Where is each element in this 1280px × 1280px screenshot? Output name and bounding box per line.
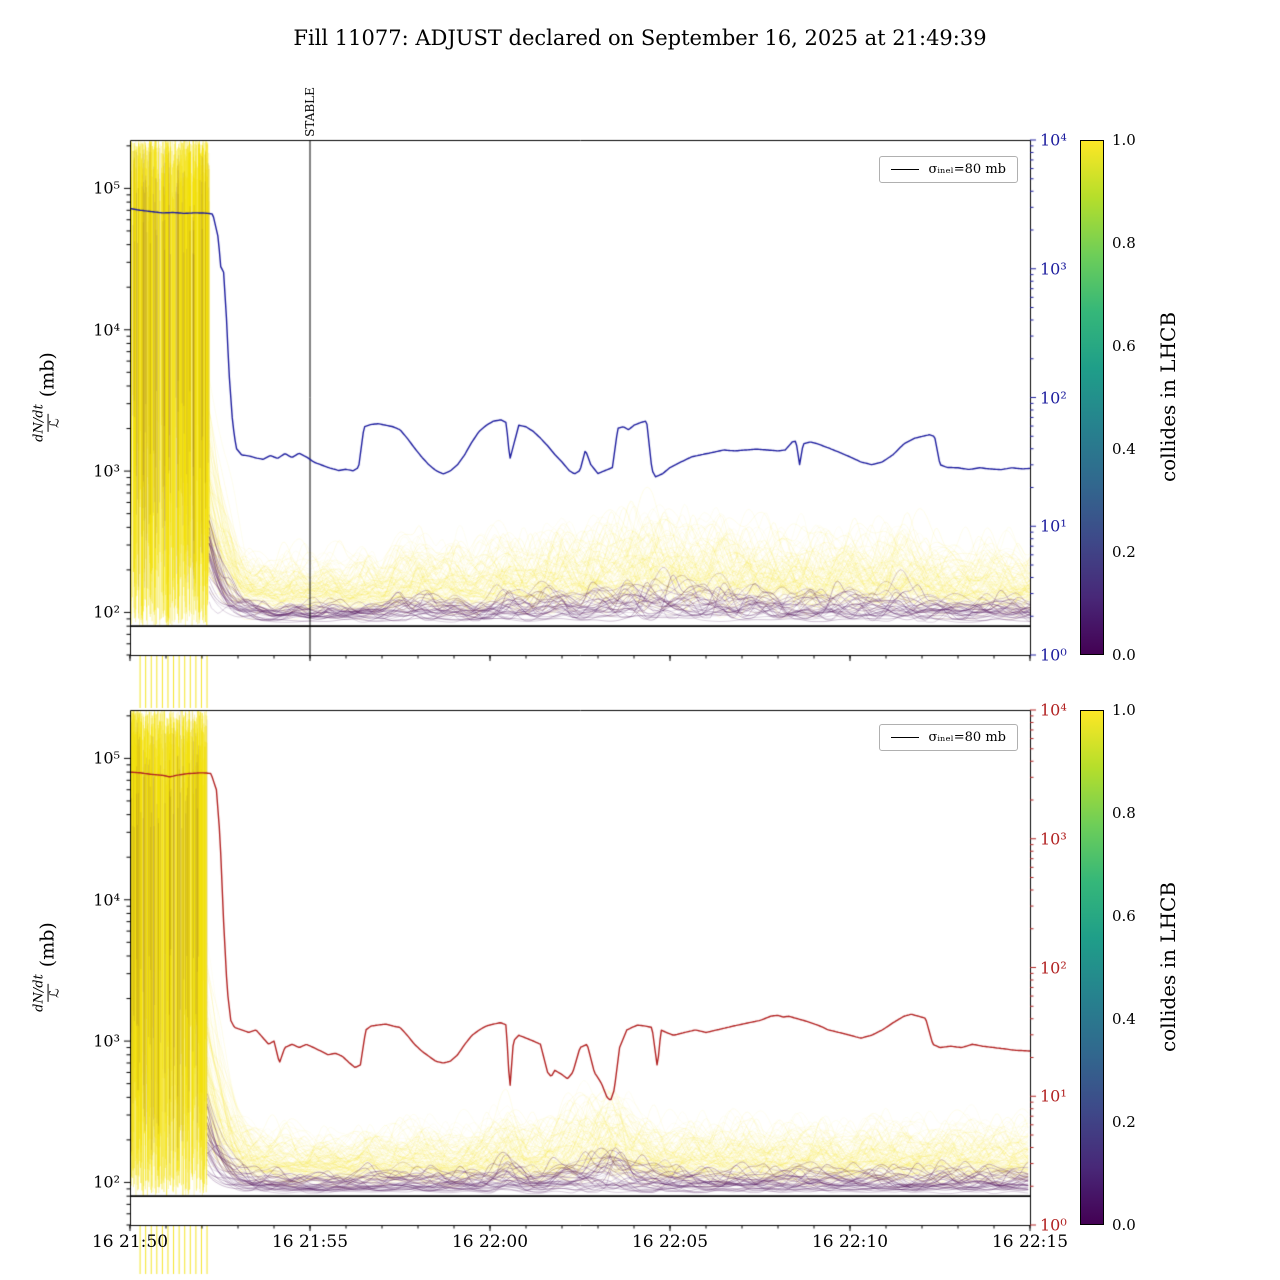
y-tick-label: 10⁵ [93,178,120,198]
colorbar-tick-label: 0.2 [1112,543,1136,561]
right-y-tick-label: 10⁴ [1040,700,1067,720]
colorbar-tick-label: 0.4 [1112,440,1136,458]
y-axis-label-bottom: dN/dt ℒ (mb) [31,922,64,1012]
colorbar-tick-label: 1.0 [1112,131,1136,149]
x-tick-label: 16 22:05 [631,1232,709,1252]
colorbar-tick-label: 0.6 [1112,337,1136,355]
legend-top: σᵢₙₑₗ=80 mb [879,156,1018,183]
colorbar-label-bottom: collides in LHCB [1156,881,1180,1053]
colorbar-tick-label: 0.8 [1112,234,1136,252]
x-tick-label: 16 22:15 [991,1232,1069,1252]
colorbar-tick-label: 0.8 [1112,804,1136,822]
y-tick-label: 10³ [93,1031,120,1051]
y-tick-label: 10⁴ [93,320,120,340]
right-y-tick-label: 10¹ [1040,1086,1067,1106]
legend-line-sample [891,737,920,738]
right-y-tick-label: 10⁴ [1040,130,1067,150]
right-y-tick-label: 10⁰ [1040,645,1067,665]
y-axis-fraction: dN/dt ℒ [31,974,64,1012]
legend-line-sample [891,169,920,170]
colorbar-tick-label: 0.4 [1112,1010,1136,1028]
y-tick-label: 10² [93,602,120,622]
figure-title: Fill 11077: ADJUST declared on September… [293,26,987,50]
legend-bottom: σᵢₙₑₗ=80 mb [879,724,1018,751]
stable-label: STABLE [303,87,317,137]
y-tick-label: 10² [93,1172,120,1192]
colorbar-top [1080,140,1104,655]
colorbar-tick-label: 0.2 [1112,1113,1136,1131]
legend-label: σᵢₙₑₗ=80 mb [928,730,1006,745]
colorbar-tick-label: 0.0 [1112,1216,1136,1234]
right-y-tick-label: 10¹ [1040,516,1067,536]
y-axis-fraction: dN/dt ℒ [31,404,64,442]
x-tick-label: 16 21:50 [91,1232,169,1252]
colorbar-tick-label: 1.0 [1112,701,1136,719]
y-tick-label: 10⁴ [93,890,120,910]
right-y-tick-label: 10² [1040,958,1067,977]
legend-label: σᵢₙₑₗ=80 mb [928,162,1006,177]
colorbar-tick-label: 0.6 [1112,907,1136,925]
x-tick-label: 16 21:55 [271,1232,349,1252]
colorbar-bottom [1080,710,1104,1225]
colorbar-label-top: collides in LHCB [1156,311,1180,483]
y-axis-label-top: dN/dt ℒ (mb) [31,352,64,442]
x-tick-label: 16 22:10 [811,1232,889,1252]
right-y-tick-label: 10⁰ [1040,1215,1067,1235]
y-tick-label: 10³ [93,461,120,481]
y-tick-label: 10⁵ [93,748,120,768]
right-y-tick-label: 10³ [1040,259,1067,279]
right-y-tick-label: 10² [1040,388,1067,407]
right-y-tick-label: 10³ [1040,829,1067,849]
x-tick-label: 16 22:00 [451,1232,529,1252]
colorbar-tick-label: 0.0 [1112,646,1136,664]
